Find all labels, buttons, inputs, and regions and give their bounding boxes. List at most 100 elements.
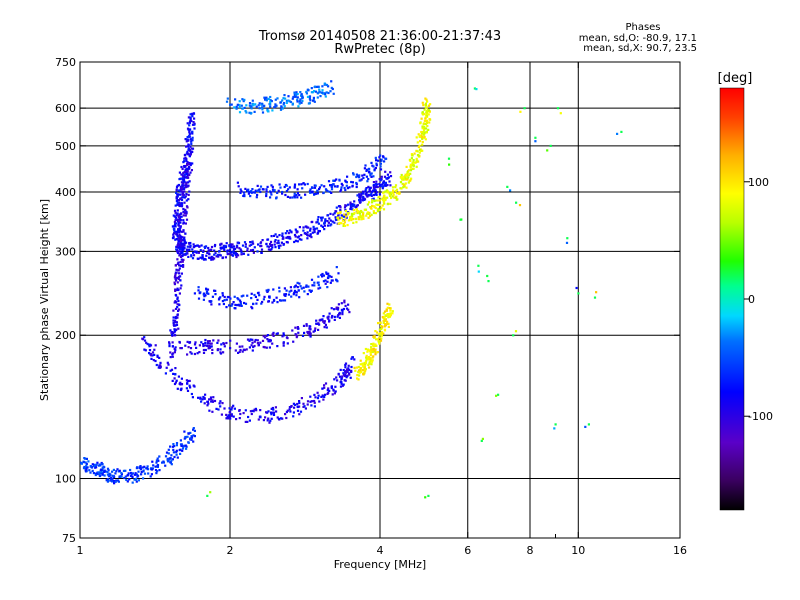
data-point: [361, 174, 364, 177]
data-point: [266, 334, 270, 337]
data-point: [204, 245, 208, 248]
data-point: [208, 300, 211, 303]
data-point: [174, 211, 177, 214]
data-point: [318, 323, 321, 326]
data-point: [365, 354, 368, 357]
data-point: [176, 303, 179, 306]
data-point: [248, 104, 251, 107]
data-point: [380, 331, 384, 334]
data-point: [374, 166, 377, 170]
data-point: [169, 369, 172, 372]
data-point: [190, 151, 193, 154]
data-point: [174, 319, 177, 322]
data-point: [333, 392, 336, 395]
data-point: [124, 475, 127, 478]
data-point: [352, 173, 355, 176]
data-point: [309, 227, 312, 230]
data-point: [262, 298, 265, 301]
data-point: [187, 176, 190, 179]
data-point: [171, 225, 174, 228]
data-point: [204, 341, 207, 344]
data-point: [269, 95, 272, 99]
data-point: [284, 413, 287, 416]
data-point: [422, 128, 426, 132]
data-point: [174, 367, 177, 370]
data-point: [310, 404, 313, 407]
data-point: [326, 276, 330, 280]
data-point: [368, 201, 371, 204]
data-point: [116, 468, 119, 471]
data-point: [382, 332, 385, 335]
data-point: [206, 494, 209, 497]
data-point: [340, 222, 343, 225]
data-point: [260, 248, 264, 251]
data-point: [421, 135, 424, 139]
data-point: [179, 443, 183, 446]
y-tick-label: 300: [55, 245, 76, 258]
data-point: [266, 238, 269, 241]
data-point: [217, 255, 220, 258]
data-point: [380, 334, 383, 337]
data-point: [204, 344, 207, 347]
data-point: [249, 249, 253, 252]
data-point: [512, 334, 515, 337]
data-point: [341, 184, 344, 187]
data-point: [405, 165, 408, 168]
data-point: [475, 88, 478, 91]
data-point: [366, 195, 369, 198]
data-point: [210, 400, 213, 403]
data-point: [357, 210, 360, 213]
data-point: [363, 366, 366, 370]
data-point: [365, 192, 368, 195]
data-point: [392, 189, 395, 192]
data-point: [226, 97, 229, 100]
data-point: [386, 314, 390, 317]
data-point: [179, 250, 182, 253]
data-point: [313, 399, 316, 403]
data-point: [378, 156, 381, 159]
data-point: [269, 244, 272, 247]
data-point: [173, 328, 176, 331]
data-point: [362, 365, 365, 368]
data-point: [148, 345, 151, 348]
data-point: [188, 128, 191, 131]
data-point: [154, 344, 157, 347]
data-point: [343, 224, 347, 227]
data-point: [321, 275, 324, 278]
data-point: [296, 188, 299, 191]
data-point: [518, 204, 522, 207]
data-point: [341, 313, 344, 316]
data-point: [288, 186, 291, 189]
data-point: [184, 138, 187, 141]
data-point: [363, 167, 366, 170]
data-point: [380, 175, 383, 178]
data-point: [292, 340, 295, 343]
data-point: [284, 293, 287, 296]
data-point: [324, 219, 327, 222]
data-point: [206, 291, 209, 294]
data-point: [330, 80, 333, 83]
data-point: [362, 211, 365, 214]
data-point: [113, 482, 116, 485]
data-point: [420, 130, 423, 134]
data-point: [148, 349, 152, 352]
data-point: [400, 173, 403, 177]
data-point: [366, 350, 369, 353]
data-point: [143, 465, 146, 468]
data-point: [400, 187, 403, 190]
data-point: [343, 206, 347, 209]
data-point: [190, 119, 193, 123]
data-point: [156, 355, 159, 358]
data-point: [187, 128, 190, 131]
data-point: [344, 179, 347, 182]
data-point: [355, 209, 358, 212]
data-point: [156, 457, 159, 460]
data-point: [402, 178, 405, 181]
data-point: [246, 338, 250, 341]
data-point: [237, 298, 240, 301]
data-point: [264, 98, 267, 101]
data-point: [280, 417, 283, 420]
data-point: [292, 95, 295, 99]
data-point: [386, 322, 389, 326]
data-point: [382, 155, 385, 158]
